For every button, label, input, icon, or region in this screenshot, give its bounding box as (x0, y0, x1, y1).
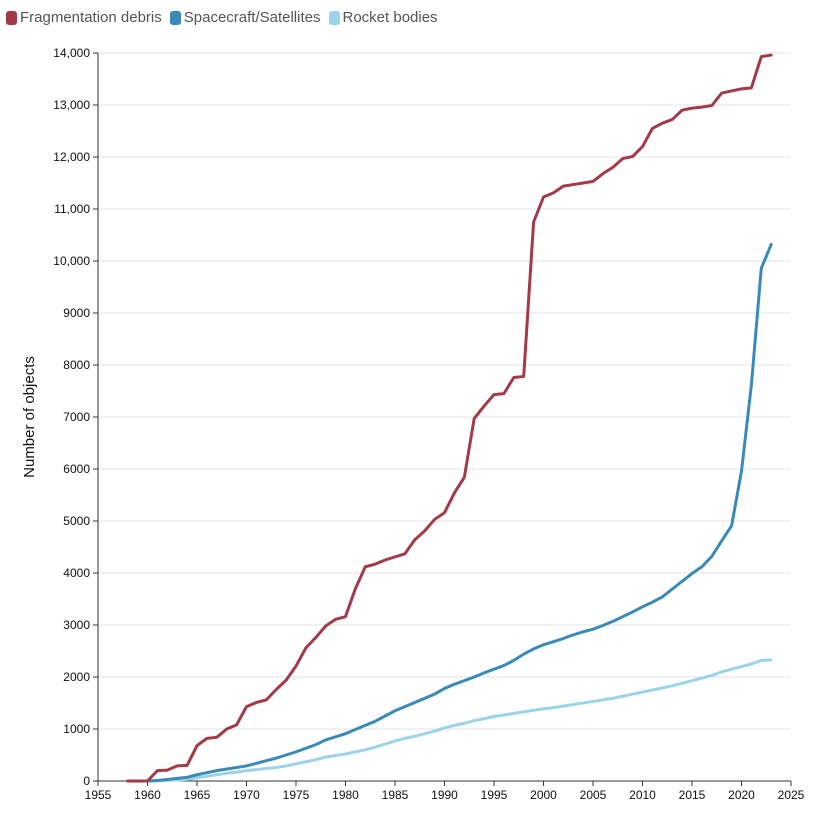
series-line-spacecraft-satellites[interactable] (126, 242, 773, 783)
y-axis-title: Number of objects (21, 356, 38, 478)
x-tick-label-1955: 1955 (85, 788, 112, 802)
x-tick-label-2020: 2020 (728, 788, 755, 802)
y-tick-label-11000: 11,000 (54, 202, 90, 216)
y-tick-label-8000: 8000 (63, 358, 90, 372)
y-tick-label-13000: 13,000 (53, 98, 90, 112)
x-tick-label-1980: 1980 (332, 788, 359, 802)
legend-swatch-rocket-bodies (328, 10, 340, 25)
legend-label-spacecraft-satellites: Spacecraft/Satellites (183, 9, 321, 26)
axes: 0 1000 2000 3000 4000 5000 6000 7000 8000 9000 10,… (53, 46, 804, 802)
grid-lines (98, 52, 791, 730)
y-tick-label-6000: 6000 (63, 462, 90, 476)
y-tick-label-0: 0 (83, 774, 90, 788)
legend: Fragmentation debris Spacecraft/Satellit… (6, 9, 438, 26)
series-lines (126, 53, 773, 783)
x-tick-label-1985: 1985 (382, 788, 409, 802)
y-tick-label-1000: 1000 (63, 722, 90, 736)
legend-item-spacecraft-satellites[interactable]: Spacecraft/Satellites (169, 9, 321, 26)
series-line-fragmentation-debris[interactable] (126, 53, 773, 783)
legend-item-rocket-bodies[interactable]: Rocket bodies (328, 9, 438, 26)
y-tick-label-4000: 4000 (63, 566, 90, 580)
y-tick-label-7000: 7000 (63, 410, 90, 424)
series-line-rocket-bodies[interactable] (126, 658, 773, 783)
y-tick-label-12000: 12,000 (53, 150, 90, 164)
legend-label-rocket-bodies: Rocket bodies (342, 9, 438, 26)
x-tick-label-1970: 1970 (233, 788, 260, 802)
y-tick-label-2000: 2000 (63, 670, 90, 684)
x-tick-label-2010: 2010 (629, 788, 656, 802)
x-tick-label-1975: 1975 (283, 788, 310, 802)
legend-item-fragmentation-debris[interactable]: Fragmentation debris (6, 9, 162, 26)
x-tick-label-2015: 2015 (679, 788, 706, 802)
legend-label-fragmentation-debris: Fragmentation debris (20, 9, 162, 26)
x-tick-label-2005: 2005 (580, 788, 607, 802)
x-tick-label-1965: 1965 (184, 788, 211, 802)
y-tick-label-10000: 10,000 (53, 254, 90, 268)
x-tick-label-2000: 2000 (530, 788, 557, 802)
y-tick-label-14000: 14,000 (53, 46, 90, 60)
x-tick-label-1960: 1960 (134, 788, 161, 802)
x-tick-label-1995: 1995 (481, 788, 508, 802)
y-tick-label-3000: 3000 (63, 618, 90, 632)
x-tick-label-2025: 2025 (778, 788, 805, 802)
x-tick-label-1990: 1990 (431, 788, 458, 802)
y-tick-label-9000: 9000 (63, 306, 90, 320)
y-tick-label-5000: 5000 (63, 514, 90, 528)
legend-swatch-spacecraft-satellites (169, 10, 181, 25)
legend-swatch-fragmentation-debris (6, 10, 17, 25)
